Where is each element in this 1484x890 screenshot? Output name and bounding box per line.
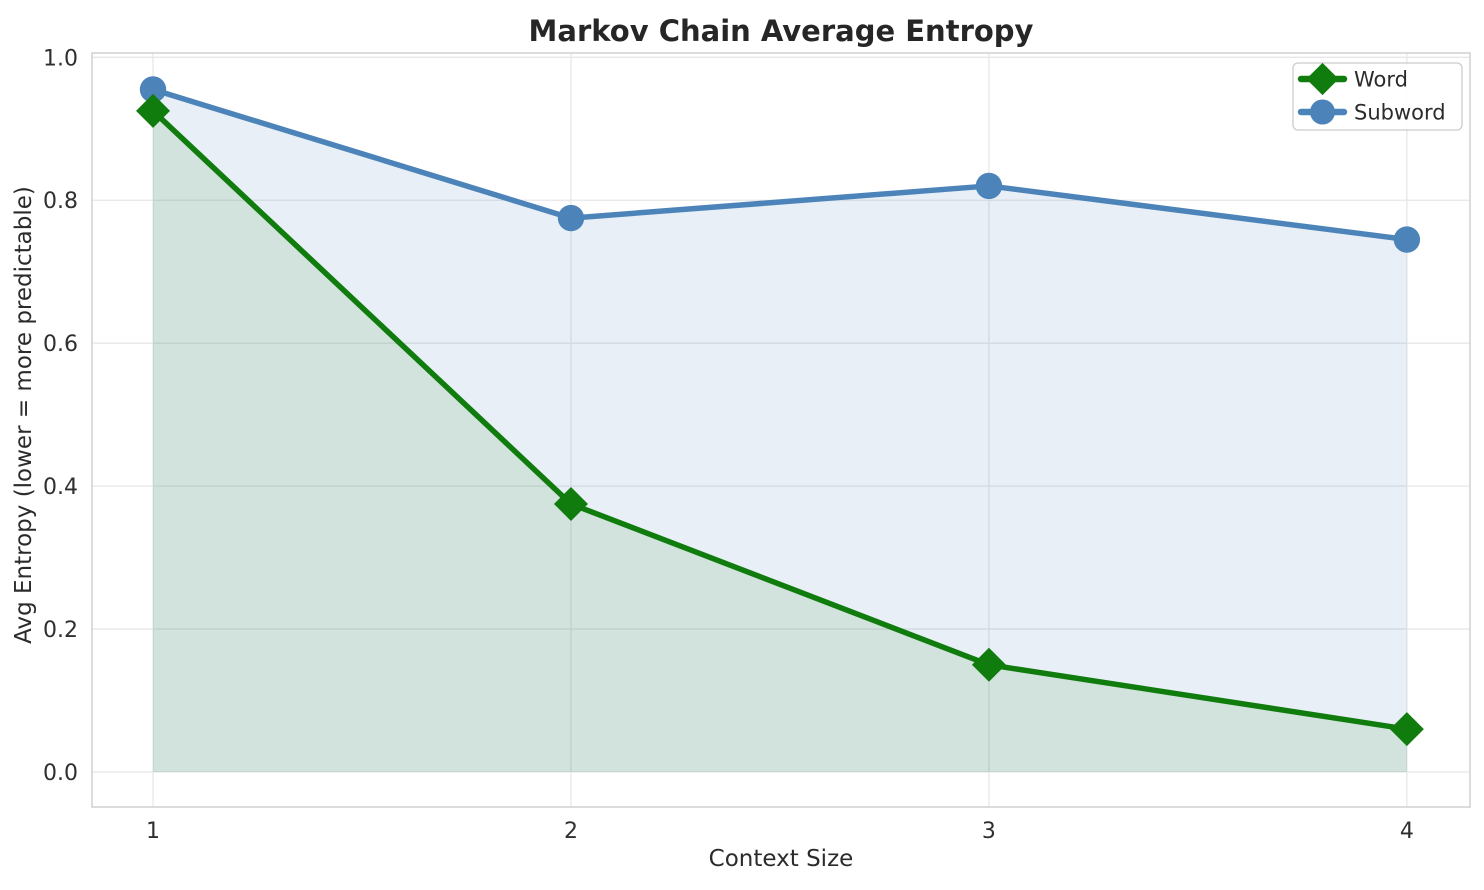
area-subword <box>153 89 1407 772</box>
y-tick-label: 1.0 <box>43 46 78 71</box>
diamond-marker-word <box>136 93 171 128</box>
diamond-marker-word <box>971 647 1006 682</box>
diamond-marker-word <box>553 486 588 521</box>
legend-circle-marker <box>1309 99 1336 125</box>
x-tick-label: 2 <box>564 819 578 844</box>
legend: Word Subword <box>1292 62 1463 131</box>
y-axis-label: Avg Entropy (lower = more predictable) <box>11 186 37 644</box>
chart-title: Markov Chain Average Entropy <box>529 14 1034 48</box>
circle-marker-subword <box>975 172 1003 200</box>
tick-layer: 0.0 0.2 0.4 0.6 0.8 1.0 1 2 3 4 <box>43 46 1414 844</box>
y-tick-label: 0.0 <box>43 761 78 786</box>
line-subword <box>150 86 1410 243</box>
circle-marker-subword <box>139 76 167 103</box>
y-tick-label: 0.6 <box>43 332 78 357</box>
x-tick-label: 3 <box>982 819 996 844</box>
frame-layer <box>91 52 1471 808</box>
circle-marker-subword <box>557 204 585 232</box>
area-word <box>153 110 1407 772</box>
y-tick-label: 0.4 <box>43 475 78 500</box>
diamond-marker-word <box>1389 712 1424 747</box>
x-axis-label: Context Size <box>709 846 854 872</box>
legend-label-word: Word <box>1354 68 1408 92</box>
y-tick-label: 0.2 <box>43 618 78 643</box>
plot-border <box>91 52 1471 808</box>
circle-marker-subword <box>1393 226 1421 253</box>
legend-diamond-marker <box>1306 62 1339 96</box>
series-layer <box>136 76 1424 747</box>
line-word <box>150 108 1410 732</box>
legend-label-subword: Subword <box>1354 101 1446 125</box>
y-tick-label: 0.8 <box>43 189 78 214</box>
x-tick-label: 4 <box>1400 819 1414 844</box>
area-layer <box>153 89 1407 772</box>
x-tick-label: 1 <box>146 819 160 844</box>
